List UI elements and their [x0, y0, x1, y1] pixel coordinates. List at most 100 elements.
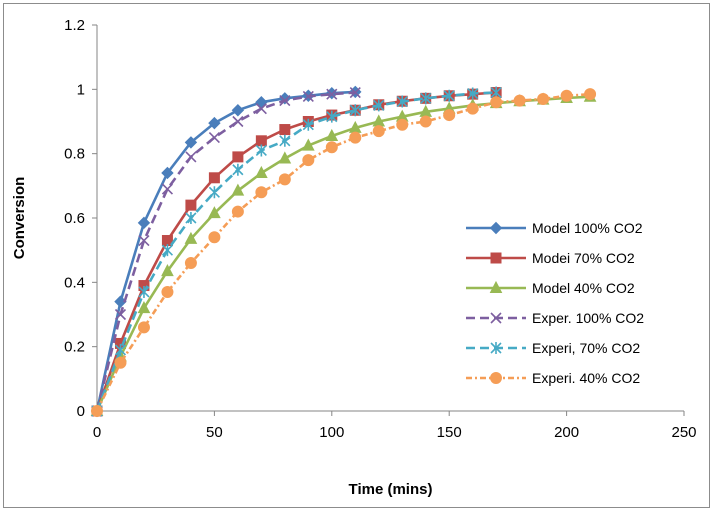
data-point	[208, 186, 220, 199]
series-group	[90, 85, 597, 418]
data-point	[161, 183, 174, 195]
legend-entry: Model 40% CO2	[466, 280, 635, 296]
data-point	[537, 92, 550, 105]
data-point	[161, 166, 174, 180]
data-point	[255, 95, 268, 109]
y-axis-title: Conversion	[11, 177, 28, 260]
data-point	[114, 343, 127, 356]
legend-marker	[489, 221, 503, 235]
legend-label: Exper. 100% CO2	[532, 310, 644, 326]
axes-group	[92, 24, 685, 416]
series-1	[90, 85, 362, 418]
legend-marker	[489, 280, 503, 293]
data-point	[349, 131, 362, 144]
data-point	[137, 300, 151, 314]
series-line	[95, 91, 356, 412]
data-point	[467, 87, 479, 100]
data-point	[326, 88, 338, 100]
x-tick-label: 0	[93, 424, 101, 441]
data-point	[208, 132, 220, 144]
data-point	[185, 212, 197, 224]
y-tick-label: 0.8	[64, 146, 85, 163]
data-point	[161, 285, 174, 298]
data-point	[278, 173, 291, 186]
data-point	[490, 96, 503, 109]
data-point	[184, 231, 198, 244]
conversion-chart: 0 0.2 0.4 0.6 0.8 1 1.2 0 50 100 150 200 250 Time (m…	[11, 17, 697, 498]
data-point	[349, 86, 361, 99]
data-point	[396, 118, 409, 131]
data-point	[91, 405, 103, 417]
data-point	[184, 257, 197, 270]
data-point	[279, 95, 291, 107]
data-point	[373, 99, 385, 112]
data-point	[231, 104, 245, 117]
data-point	[443, 89, 455, 102]
legend-entry: Experi. 40% CO2	[466, 370, 640, 386]
data-point	[114, 356, 127, 369]
series-5	[91, 86, 502, 417]
data-point	[420, 92, 432, 105]
x-tick-label: 250	[671, 424, 696, 441]
series-2	[91, 87, 502, 417]
x-tick-label: 200	[554, 424, 579, 441]
data-point	[185, 199, 197, 211]
y-tick-label: 0.6	[64, 210, 85, 227]
data-point	[231, 205, 244, 218]
y-tick-label: 0	[77, 403, 85, 420]
series-line	[95, 91, 497, 412]
y-tick-label: 1	[77, 81, 85, 98]
data-point	[372, 125, 385, 138]
data-point	[161, 263, 174, 277]
legend-entry: Experi, 70% CO2	[466, 340, 640, 356]
y-tick-label: 1.2	[64, 17, 85, 34]
legend-entry: Model 100% CO2	[466, 220, 643, 236]
series-line	[95, 90, 356, 412]
y-tick-label: 0.2	[64, 339, 85, 356]
data-point	[301, 138, 315, 151]
legend: Model 100% CO2 Modei 70% CO2 Model 40% CO2…	[466, 220, 644, 386]
data-point	[208, 172, 220, 184]
legend-marker	[490, 372, 502, 384]
data-point	[419, 115, 432, 128]
x-tick-label: 150	[437, 424, 462, 441]
data-point	[114, 308, 127, 321]
legend-entry: Exper. 100% CO2	[466, 310, 644, 326]
series-line	[95, 91, 497, 412]
data-point	[279, 134, 291, 147]
data-point	[279, 124, 291, 136]
data-point	[326, 110, 338, 123]
x-axis-title: Time (mins)	[349, 481, 433, 498]
data-point	[584, 88, 597, 101]
legend-entry: Modei 70% CO2	[466, 250, 635, 266]
data-point	[255, 103, 267, 115]
series-4	[91, 86, 361, 417]
y-tick-label: 0.4	[64, 274, 85, 291]
data-point	[325, 141, 338, 154]
data-point	[208, 231, 221, 244]
data-point	[302, 118, 314, 131]
data-point	[255, 186, 268, 199]
data-point	[255, 144, 267, 157]
data-point	[443, 109, 456, 122]
data-point	[137, 321, 150, 334]
chart-frame: 0 0.2 0.4 0.6 0.8 1 1.2 0 50 100 150 200 250 Time (m…	[3, 3, 710, 508]
data-point	[232, 163, 244, 176]
data-point	[185, 151, 197, 163]
data-point	[208, 116, 221, 130]
data-point	[138, 285, 150, 298]
data-point	[466, 102, 479, 115]
x-tick-label: 100	[319, 424, 344, 441]
data-point	[560, 89, 573, 102]
legend-marker	[490, 252, 502, 264]
data-point	[161, 244, 174, 257]
data-point	[278, 151, 292, 164]
data-point	[137, 216, 151, 230]
series-line	[95, 92, 591, 412]
data-point	[396, 95, 408, 108]
legend-label: Model 40% CO2	[532, 280, 635, 296]
data-point	[255, 135, 267, 147]
data-point	[138, 234, 150, 247]
legend-marker	[490, 342, 502, 354]
data-point	[349, 104, 361, 117]
